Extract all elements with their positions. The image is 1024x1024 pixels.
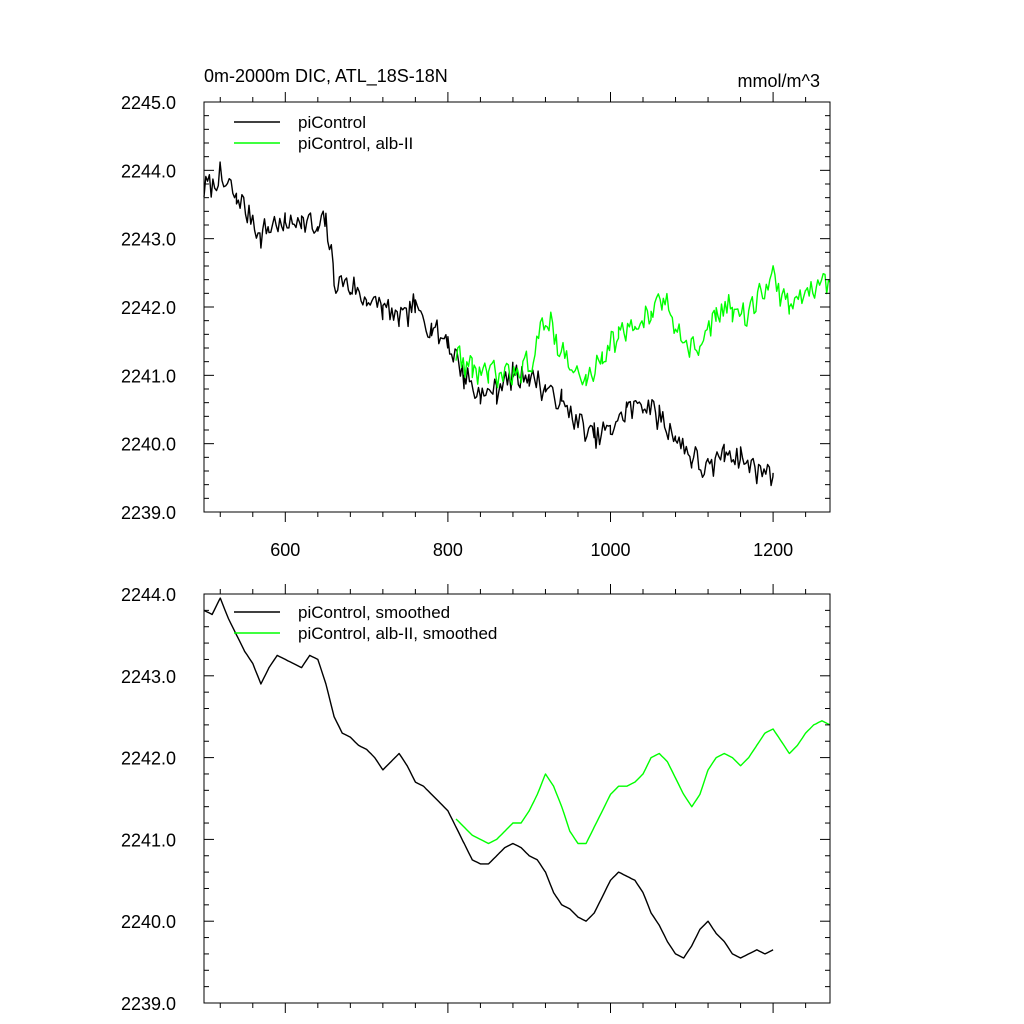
y-tick-label: 2243.0 xyxy=(121,230,176,250)
y-tick-label: 2241.0 xyxy=(121,830,176,850)
legend-label: piControl, alb-II xyxy=(298,134,413,153)
y-tick-label: 2241.0 xyxy=(121,366,176,386)
y-tick-label: 2239.0 xyxy=(121,503,176,523)
series-line-picontrol-panel-2 xyxy=(203,597,774,959)
y-tick-label: 2242.0 xyxy=(121,298,176,318)
y-tick-label: 2245.0 xyxy=(121,93,176,113)
chart-panel-2: 2239.0 2240.0 2241.0 2242.0 2243.0 2244.0 piCo… xyxy=(121,584,831,1014)
chart-panel-1: 2239.0 2240.0 2241.0 2242.0 2243.0 2244.0 2245… xyxy=(121,66,831,560)
y-tick-label: 2239.0 xyxy=(121,994,176,1014)
x-tick-label: 800 xyxy=(433,540,463,560)
units-label: mmol/m^3 xyxy=(738,71,820,91)
plot-frame xyxy=(203,593,831,1004)
series-line-picontrol-alb-ii-panel-2 xyxy=(455,720,831,845)
y-tick-label: 2240.0 xyxy=(121,912,176,932)
y-tick-label: 2242.0 xyxy=(121,749,176,769)
legend-label: piControl, smoothed xyxy=(298,603,450,622)
x-tick-label: 1200 xyxy=(753,540,793,560)
y-tick-label: 2244.0 xyxy=(121,585,176,605)
series-line-picontrol-alb-ii-panel-1 xyxy=(455,265,831,389)
series-line-picontrol-panel-1 xyxy=(203,161,774,487)
x-tick-label: 1000 xyxy=(590,540,630,560)
legend-label: piControl xyxy=(298,113,366,132)
y-tick-label: 2240.0 xyxy=(121,435,176,455)
chart-title: 0m-2000m DIC, ATL_18S-18N xyxy=(204,66,448,87)
y-tick-label: 2244.0 xyxy=(121,161,176,181)
legend-label: piControl, alb-II, smoothed xyxy=(298,624,497,643)
y-tick-label: 2243.0 xyxy=(121,667,176,687)
x-tick-label: 600 xyxy=(270,540,300,560)
